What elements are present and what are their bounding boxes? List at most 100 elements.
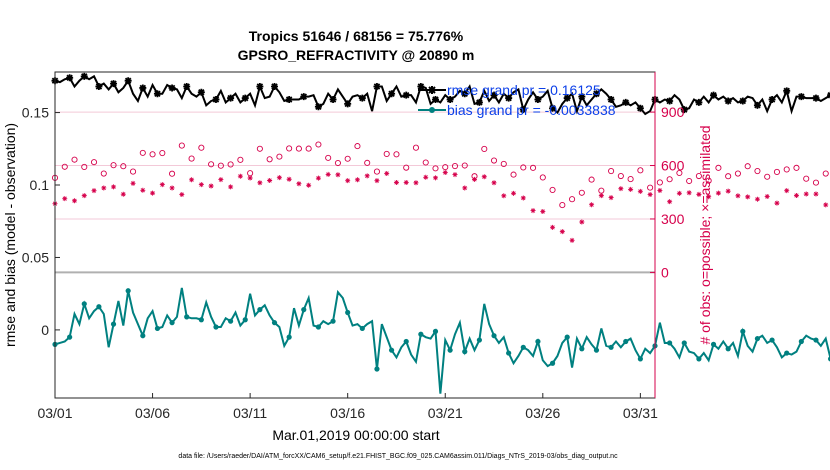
obs-assimilated-point (198, 182, 204, 188)
obs-possible-point (188, 155, 195, 162)
obs-assimilated-point (257, 180, 263, 186)
rmse-point (490, 91, 498, 99)
bias-point (608, 344, 614, 350)
chart-title: Tropics 51646 / 68156 = 75.776% (249, 28, 464, 44)
obs-possible-point (686, 177, 693, 185)
y-axis-left-label: rmse and bias (model - observation) (2, 123, 18, 347)
rmse-point (519, 106, 527, 114)
obs-assimilated-point (696, 191, 702, 197)
x-tick-label: 03/11 (233, 405, 267, 421)
rmse-point (578, 93, 586, 101)
bias-point (228, 318, 234, 324)
obs-assimilated-point (81, 193, 87, 199)
obs-possible-point (139, 149, 146, 156)
obs-assimilated-point (667, 199, 673, 205)
obs-assimilated-point (374, 178, 380, 184)
rmse-point (388, 90, 396, 98)
rmse-point (636, 104, 644, 112)
bias-line (54, 287, 830, 394)
obs-possible-point (198, 144, 205, 151)
obs-possible-point (227, 161, 234, 168)
bias-point (432, 328, 439, 334)
obs-assimilated-point (462, 185, 468, 191)
obs-assimilated-point (735, 193, 741, 199)
rmse-point (431, 96, 439, 104)
obs-possible-point (734, 170, 741, 177)
bias-point (476, 337, 482, 343)
rmse-point (680, 106, 688, 114)
obs-possible-point (715, 164, 722, 171)
obs-assimilated-point (111, 184, 117, 190)
rmse-point (329, 96, 337, 104)
rmse-point (607, 96, 615, 104)
obs-possible-point (569, 196, 576, 203)
bias-point (462, 349, 468, 355)
obs-possible-series (51, 141, 829, 209)
obs-assimilated-point (579, 219, 585, 225)
y-left-tick-label: 0.1 (30, 177, 50, 193)
rmse-point (812, 94, 820, 102)
obs-possible-point (295, 145, 302, 152)
rmse-point (256, 82, 264, 90)
obs-possible-point (237, 156, 244, 163)
rmse-point (168, 84, 176, 92)
bias-point (67, 334, 73, 340)
obs-possible-point (490, 157, 498, 164)
rmse-point (739, 97, 747, 105)
bias-point (784, 350, 790, 356)
legend-bias-label: bias grand pr = -0.0033838 (447, 102, 616, 118)
plot-background (55, 72, 655, 398)
obs-possible-point (403, 164, 410, 171)
rmse-point (753, 101, 761, 109)
bias-point (198, 317, 204, 323)
obs-possible-point (617, 172, 624, 180)
obs-possible-point (754, 167, 761, 175)
obs-assimilated-point (228, 184, 234, 190)
obs-possible-point (637, 167, 644, 174)
obs-assimilated-point (432, 175, 438, 181)
obs-possible-point (393, 151, 400, 158)
bias-point (286, 334, 292, 340)
obs-possible-point (461, 162, 468, 169)
obs-possible-point (120, 163, 127, 170)
obs-assimilated-point (715, 190, 721, 196)
obs-possible-point (451, 163, 459, 170)
obs-possible-point (822, 170, 829, 177)
bias-point (564, 334, 570, 340)
bias-point (593, 347, 600, 353)
rmse-point (549, 104, 557, 112)
obs-possible-point (744, 163, 751, 170)
obs-assimilated-point (491, 180, 497, 186)
obs-assimilated-point (725, 188, 731, 194)
obs-assimilated-point (218, 177, 224, 183)
obs-possible-point (539, 174, 546, 181)
obs-assimilated-point (598, 193, 604, 199)
obs-possible-point (608, 167, 615, 175)
obs-possible-point (256, 145, 263, 152)
obs-assimilated-point (140, 187, 146, 193)
bias-point (96, 304, 102, 310)
x-tick-label: 03/26 (525, 405, 560, 421)
obs-assimilated-point (618, 186, 624, 192)
bias-point (667, 340, 673, 346)
obs-assimilated-point (608, 195, 614, 201)
obs-possible-point (305, 145, 312, 152)
obs-assimilated-point (706, 194, 712, 200)
obs-possible-point (725, 173, 732, 180)
x-tick-label: 03/31 (623, 405, 658, 421)
obs-assimilated-point (637, 188, 643, 194)
obs-possible-point (627, 176, 634, 183)
bias-point (110, 321, 117, 327)
y-axis-right: 0 300 600 900 (650, 72, 685, 398)
rmse-point (475, 98, 483, 106)
bias-point (549, 360, 556, 366)
rmse-point (153, 90, 161, 98)
obs-assimilated-point (335, 172, 341, 178)
rmse-point (724, 97, 732, 105)
rmse-point (592, 90, 600, 98)
obs-possible-point (208, 161, 215, 168)
obs-assimilated-point (511, 190, 517, 196)
legend-bias-marker (429, 107, 435, 113)
obs-possible-point (344, 155, 351, 162)
obs-possible-point (676, 169, 683, 177)
